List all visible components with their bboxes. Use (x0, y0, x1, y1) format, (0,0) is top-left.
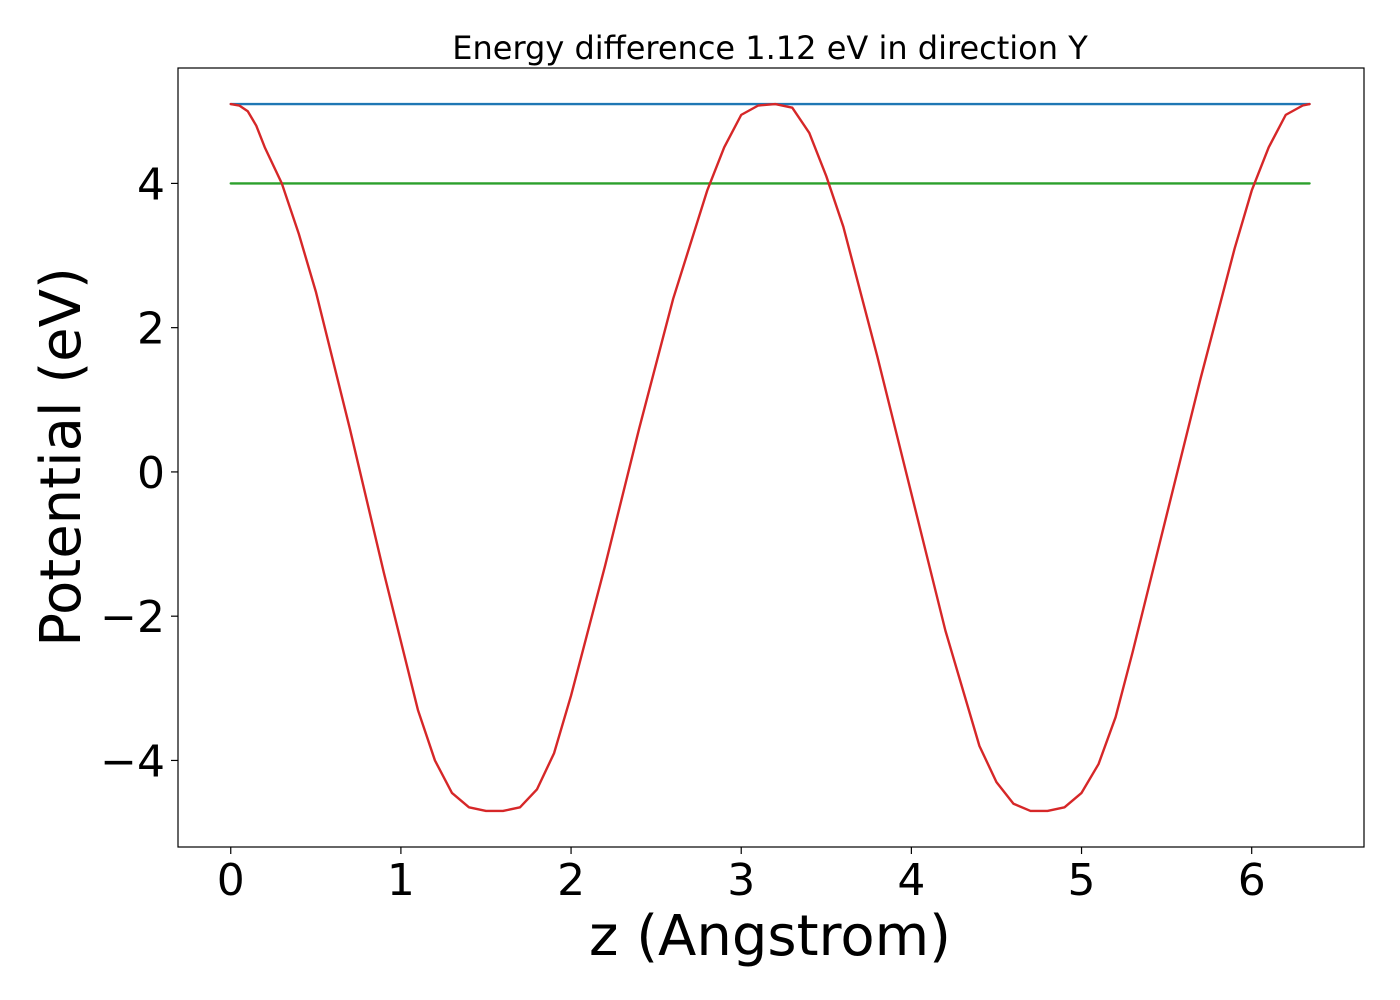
series-line-2 (229, 102, 1311, 813)
y-tick-label: −4 (100, 736, 165, 787)
x-axis-label: z (Angstrom) (589, 904, 951, 969)
axes: 0 1 2 3 4 5 6 −4 −2 0 2 4 (100, 67, 1365, 906)
x-tick-label: 3 (727, 855, 755, 906)
y-tick-label: 2 (137, 304, 165, 355)
x-tick-label: 5 (1068, 855, 1096, 906)
x-tick-label: 2 (557, 855, 585, 906)
plot-frame (177, 67, 1365, 848)
y-tick-label: 4 (137, 159, 165, 210)
y-tick-label: −2 (100, 592, 165, 643)
chart-title: Energy difference 1.12 eV in direction Y (452, 29, 1088, 67)
plot-area (229, 102, 1311, 813)
y-tick-label: 0 (137, 448, 165, 499)
x-tick-label: 1 (387, 855, 415, 906)
x-tick-label: 6 (1238, 855, 1266, 906)
x-tick-label: 0 (217, 855, 245, 906)
y-axis-label: Potential (eV) (29, 267, 94, 647)
x-tick-label: 4 (897, 855, 925, 906)
